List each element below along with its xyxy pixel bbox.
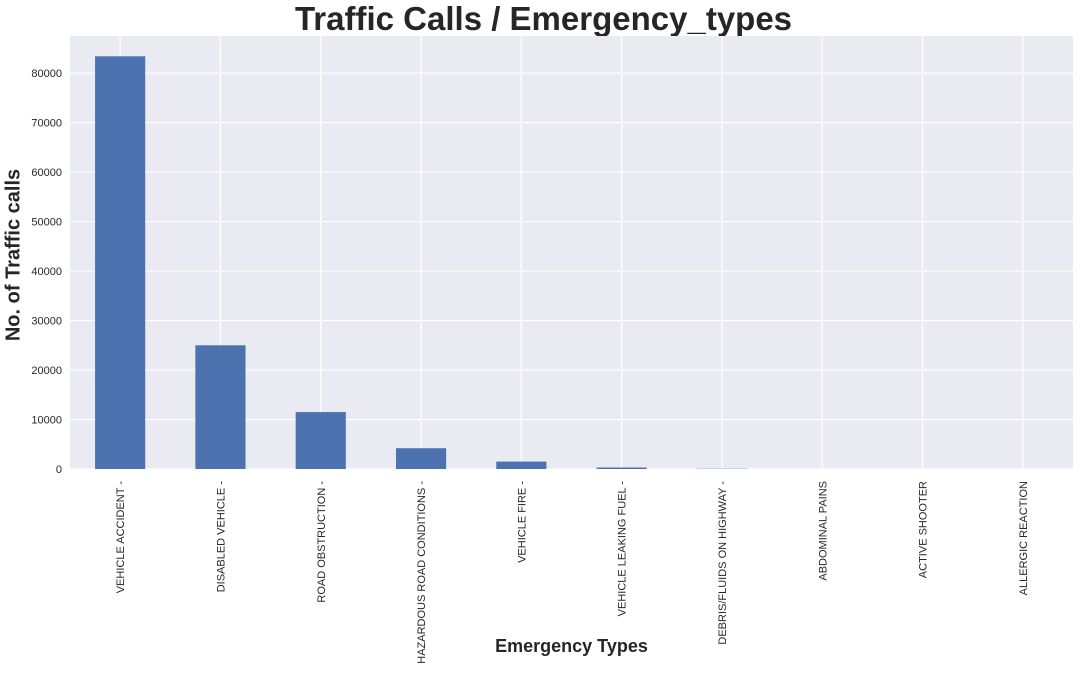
- x-tick-label: DEBRIS/FLUIDS ON HIGHWAY -: [717, 481, 729, 645]
- y-tick-label: 10000: [31, 415, 62, 427]
- x-tick-label: VEHICLE FIRE -: [516, 481, 528, 563]
- x-axis-label: Emergency Types: [495, 636, 648, 656]
- chart-title: Traffic Calls / Emergency_types: [294, 0, 793, 37]
- y-tick-label: 60000: [31, 167, 62, 179]
- y-tick-label: 40000: [31, 266, 62, 278]
- bar: [195, 345, 246, 469]
- x-tick-label: ABDOMINAL PAINS: [817, 481, 829, 581]
- y-tick-label: 20000: [31, 365, 62, 377]
- x-tick-label: VEHICLE LEAKING FUEL -: [617, 481, 629, 617]
- bar: [95, 56, 146, 469]
- bar: [596, 467, 647, 469]
- bar: [295, 412, 346, 469]
- y-tick-label: 80000: [31, 68, 62, 80]
- x-tick-label: ALLERGIC REACTION: [1018, 481, 1030, 595]
- x-tick-label: ROAD OBSTRUCTION -: [316, 481, 328, 603]
- x-tick-label: DISABLED VEHICLE -: [215, 481, 227, 593]
- y-tick-label: 30000: [31, 316, 62, 328]
- x-tick-label: ACTIVE SHOOTER: [918, 481, 930, 578]
- x-tick-label: VEHICLE ACCIDENT -: [115, 481, 127, 594]
- x-tick-label: HAZARDOUS ROAD CONDITIONS -: [416, 481, 428, 664]
- y-tick-label: 0: [56, 464, 62, 476]
- bar: [395, 448, 447, 469]
- y-tick-label: 70000: [31, 118, 62, 130]
- y-tick-label: 50000: [31, 217, 62, 229]
- bar: [496, 461, 547, 469]
